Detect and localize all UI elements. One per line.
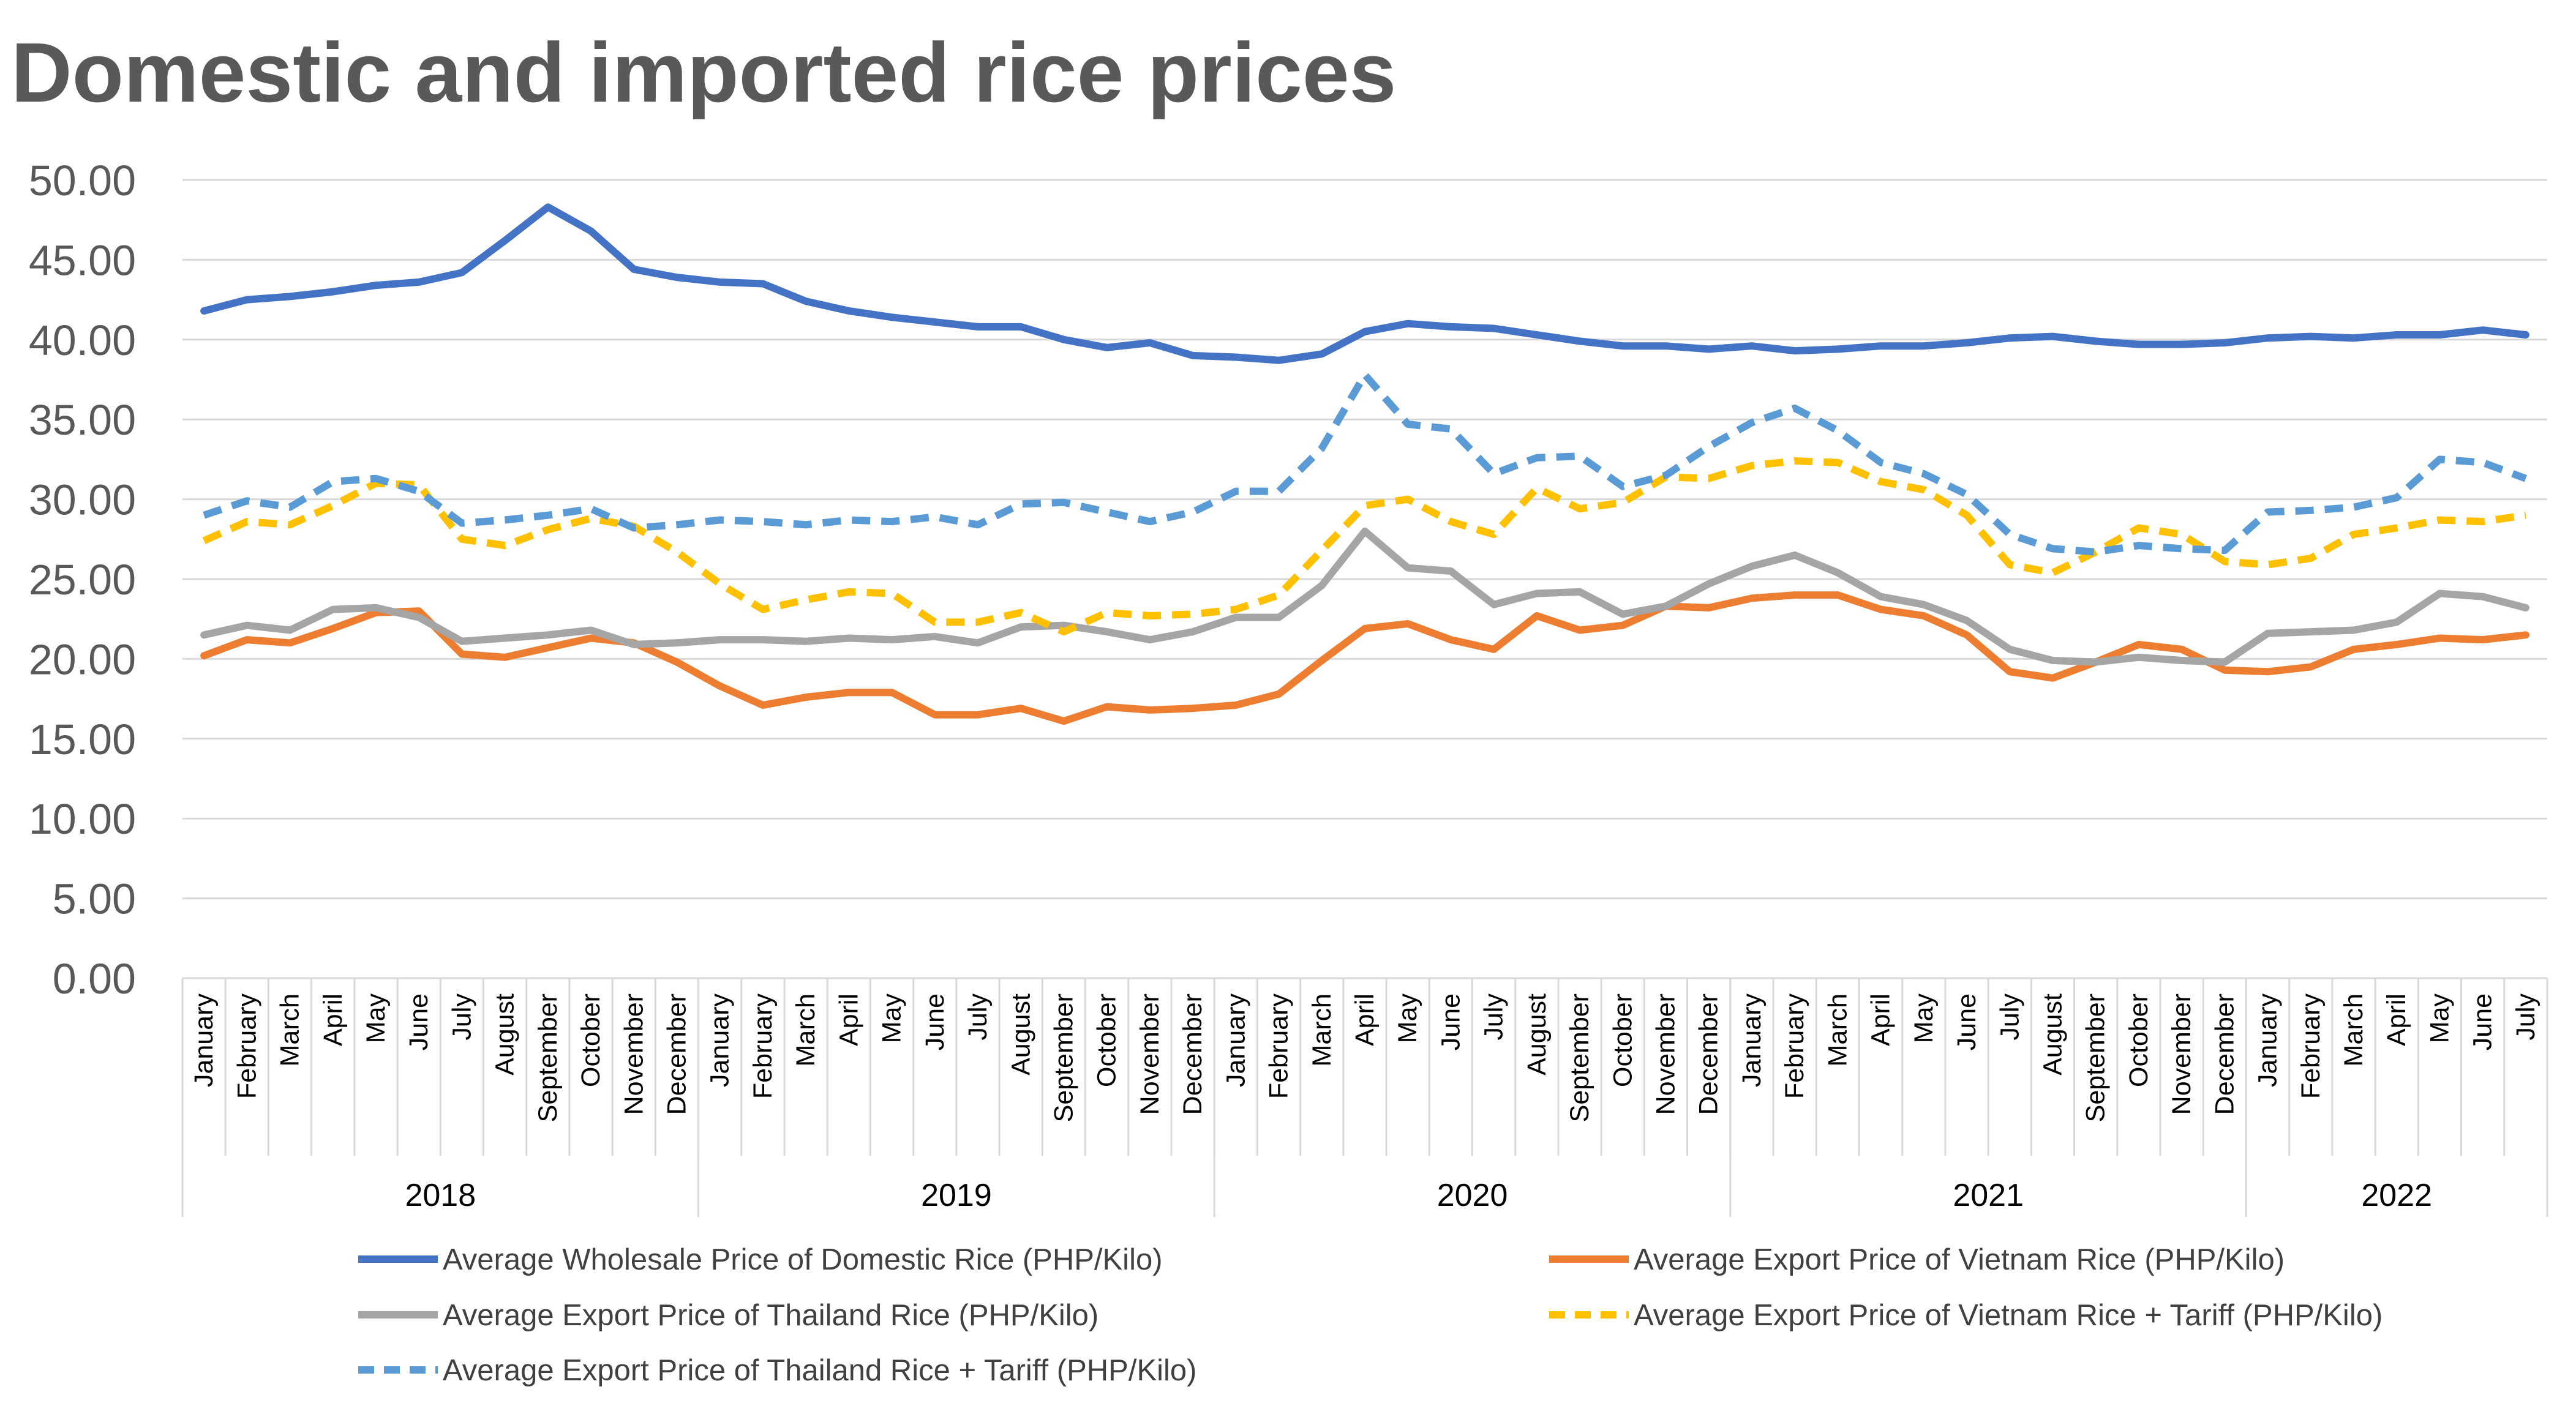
legend-label: Average Wholesale Price of Domestic Rice… [443, 1243, 1163, 1276]
x-tick-label: October [1092, 993, 1122, 1087]
series-line [202, 457, 2526, 636]
x-tick-label: April [318, 993, 348, 1046]
legend-label: Average Export Price of Thailand Rice (P… [443, 1299, 1098, 1332]
y-tick-label: 10.00 [29, 795, 136, 843]
chart-title: Domestic and imported rice prices [11, 26, 1397, 120]
legend-label: Average Export Price of Thailand Rice + … [443, 1354, 1196, 1387]
y-tick-label: 35.00 [29, 396, 136, 444]
x-tick-label: February [1264, 993, 1294, 1099]
series-line [200, 527, 2529, 666]
x-tick-label: March [1823, 993, 1852, 1066]
y-tick-label: 25.00 [29, 556, 136, 604]
x-tick-label: April [834, 993, 863, 1046]
year-label: 2022 [2361, 1178, 2432, 1213]
legend: Average Wholesale Price of Domestic Rice… [358, 1243, 2383, 1387]
legend-label: Average Export Price of Vietnam Rice (PH… [1634, 1243, 2285, 1276]
x-tick-label: October [2124, 993, 2154, 1087]
legend-label: Average Export Price of Vietnam Rice + T… [1634, 1299, 2383, 1332]
x-tick-label: June [1436, 993, 1465, 1050]
y-tick-label: 15.00 [29, 716, 136, 763]
year-label: 2018 [405, 1178, 476, 1213]
x-tick-label: April [1350, 993, 1380, 1046]
series-line [200, 203, 2529, 364]
x-tick-label: July [963, 993, 993, 1041]
x-tick-label: November [619, 993, 648, 1115]
x-tick-label: July [447, 993, 476, 1041]
x-tick-label: June [1952, 993, 1981, 1050]
x-tick-label: January [705, 993, 735, 1087]
x-tick-label: October [576, 993, 606, 1087]
x-tick-label: December [1178, 993, 1207, 1115]
x-tick-label: May [361, 993, 391, 1044]
x-tick-label: May [1909, 993, 1939, 1044]
x-tick-label: June [2468, 993, 2498, 1050]
x-tick-label: July [1479, 993, 1509, 1041]
x-tick-label: April [1866, 993, 1896, 1046]
series-line [200, 591, 2529, 725]
x-tick-label: September [2081, 993, 2111, 1122]
y-tick-label: 5.00 [53, 875, 136, 923]
x-tick-label: June [920, 993, 950, 1050]
x-tick-label: January [2253, 993, 2283, 1087]
gridlines [182, 179, 2547, 900]
y-tick-label: 0.00 [53, 955, 136, 1003]
x-tick-label: February [748, 993, 778, 1099]
x-tick-label: September [1049, 993, 1078, 1122]
x-tick-label: July [1995, 993, 2024, 1041]
x-tick-label: May [1393, 993, 1422, 1044]
x-tick-label: August [490, 993, 520, 1075]
x-tick-label: February [2296, 993, 2326, 1099]
x-tick-label: August [2038, 993, 2067, 1075]
x-tick-label: December [663, 993, 692, 1115]
x-tick-label: June [404, 993, 434, 1050]
x-tick-label: August [1006, 993, 1035, 1075]
x-tick-label: January [1221, 993, 1250, 1087]
x-tick-label: October [1608, 993, 1637, 1087]
y-tick-label: 40.00 [29, 316, 136, 364]
x-tick-label: January [189, 993, 219, 1087]
x-tick-label: May [2425, 993, 2454, 1044]
x-tick-label: December [2210, 993, 2239, 1115]
x-tick-label: September [1565, 993, 1594, 1122]
x-tick-label: March [791, 993, 820, 1066]
x-tick-label: April [2382, 993, 2411, 1046]
year-label: 2019 [921, 1178, 992, 1213]
x-tick-label: July [2511, 993, 2540, 1041]
x-tick-label: January [1737, 993, 1767, 1087]
x-tick-label: August [1522, 993, 1552, 1075]
x-tick-label: March [2339, 993, 2368, 1066]
x-tick-label: March [276, 993, 305, 1066]
x-tick-label: September [533, 993, 563, 1122]
y-tick-label: 20.00 [29, 635, 136, 683]
x-tick-label: February [232, 993, 261, 1099]
x-tick-label: March [1307, 993, 1337, 1066]
y-tick-label: 45.00 [29, 236, 136, 284]
year-label: 2021 [1953, 1178, 2024, 1213]
y-tick-label: 50.00 [29, 157, 136, 204]
x-tick-label: November [1135, 993, 1165, 1115]
x-tick-label: May [877, 993, 907, 1044]
x-axis: January February March April May June July Augu… [181, 977, 2548, 1217]
x-tick-label: November [1651, 993, 1681, 1115]
y-axis: 0.00 5.00 10.00 15.00 20.00 25.00 30.00 35.00 40… [29, 157, 136, 1003]
x-tick-label: December [1694, 993, 1724, 1115]
year-label: 2020 [1437, 1178, 1508, 1213]
series-lines [200, 203, 2529, 725]
y-tick-label: 30.00 [29, 476, 136, 524]
x-tick-label: November [2167, 993, 2196, 1115]
series-line [203, 371, 2527, 556]
x-tick-label: February [1780, 993, 1809, 1099]
